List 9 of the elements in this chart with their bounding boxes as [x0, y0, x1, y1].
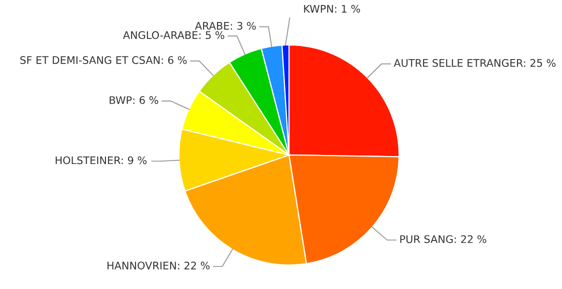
slice-label: SF ET DEMI-SANG ET CSAN: 6 % — [20, 56, 187, 64]
slice-label: KWPN: 1 % — [304, 4, 360, 13]
slice-label: AUTRE SELLE ETRANGER: 25 % — [394, 59, 556, 67]
slice-label: HOLSTEINER: 9 % — [56, 156, 147, 164]
slice-label: HANNOVRIEN: 22 % — [108, 262, 210, 270]
slice-label: ARABE: 3 % — [194, 22, 256, 30]
slice-label: ANGLO-ARABE: 5 % — [123, 31, 224, 40]
slice-label: BWP: 6 % — [110, 96, 158, 104]
slice-label: PUR SANG: 22 % — [400, 235, 486, 244]
